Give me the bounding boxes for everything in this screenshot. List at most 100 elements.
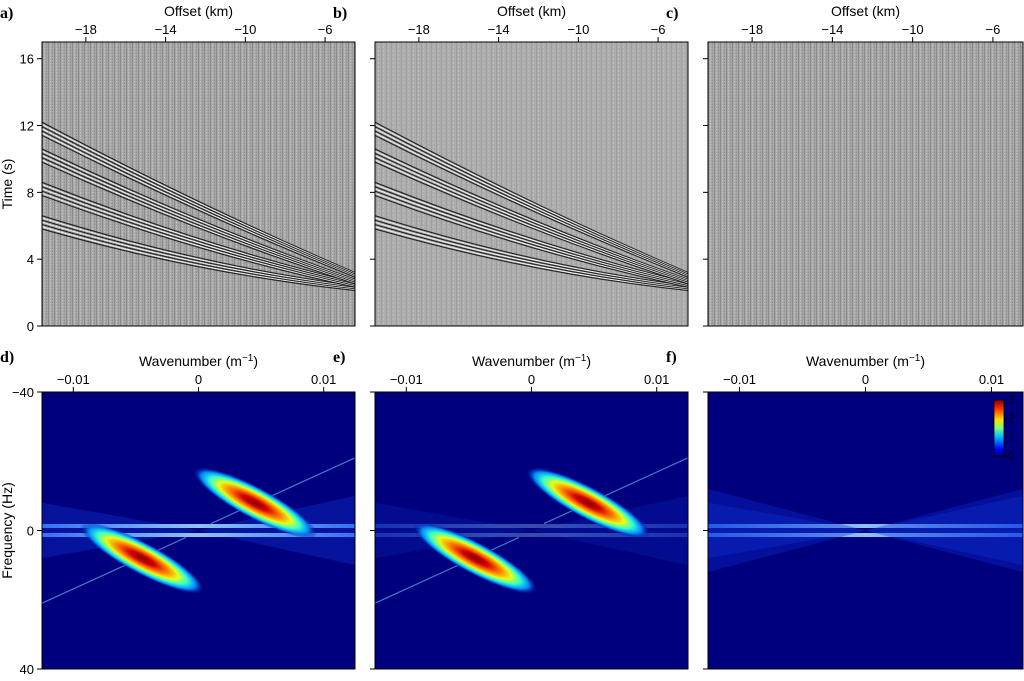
x-tick-label: −14 [821,22,843,37]
x-axis-title-exponent: −1 [242,353,254,364]
panel-letter: c) [666,5,678,22]
noise-fan [865,495,1023,566]
plot-frame [707,41,1024,327]
x-axis-title-exponent: −1 [575,353,587,364]
plot-frame [374,41,689,327]
x-tick-label: 0.01 [644,372,669,387]
colorbar: 0 1 2 3 [993,393,1015,463]
y-axis-title: Frequency (Hz) [0,482,15,578]
reflection-event [42,161,355,285]
reflection-event [375,126,688,275]
reflection-event [42,121,355,274]
x-tick-label: 0 [862,372,869,387]
reflection-event [42,152,355,282]
reflection-event [42,217,355,288]
plot-area [375,42,688,326]
reflection-event [42,128,355,276]
low-frequency-band [708,533,1023,538]
panel-letter: e) [333,349,345,366]
low-frequency-band [375,523,688,528]
y-tick-label: 8 [27,185,34,200]
colorbar-tick-label: 2 [1008,412,1015,426]
reflection-event [375,148,688,280]
colorbar-tick-label: 3 [1008,393,1015,407]
reflection-event [375,186,688,285]
panel-c: −18 −14 −10 −6 Offset (km) c) [666,3,1024,327]
low-frequency-band [42,523,355,528]
x-axis-title: Offset (km) [831,3,900,19]
reflection-event [42,132,355,277]
x-tick-label: −6 [985,22,1000,37]
signal-streak [375,536,520,604]
panel-letter: d) [0,349,14,366]
reflection-event [42,159,355,284]
reflection-event [42,150,355,281]
y-tick-label: 4 [27,252,34,267]
x-axis-title-end: ) [920,353,925,369]
reflection-event [375,215,688,287]
reflection-event [42,134,355,278]
reflection-event [375,128,688,276]
x-axis-title: Wavenumber (m−1) [806,353,925,370]
reflection-event [375,132,688,277]
x-tick-label: 0 [195,372,202,387]
x-tick-label: 0.01 [311,372,336,387]
reflection-event [375,152,688,282]
reflection-event [42,186,355,285]
reflection-event [42,194,355,288]
reflection-event [375,219,688,289]
x-axis-title: Offset (km) [164,3,233,19]
x-axis-title: Wavenumber (m−1) [472,353,591,370]
panel-letter: a) [0,5,13,22]
reflection-event [42,148,355,280]
x-axis-title-end: ) [586,353,591,369]
reflection-event [42,155,355,282]
reflection-event [42,219,355,289]
x-axis-title: Wavenumber (m−1) [139,353,258,370]
reflection-event [375,190,688,287]
plot-area [42,42,355,326]
reflection-event [42,184,355,284]
plot-area [375,392,688,669]
low-frequency-band [375,533,688,538]
panel-f: −0.01 0 0.01 Wavenumber (m−1) f) 0 1 2 3 [666,349,1024,670]
y-tick-label: 16 [20,52,34,67]
x-tick-label: −10 [234,22,256,37]
y-tick-label: 12 [20,119,34,134]
x-tick-label: −10 [902,22,924,37]
x-tick-label: −6 [318,22,333,37]
reflection-event [42,226,355,291]
reflection-event [42,221,355,289]
x-tick-label: −18 [741,22,763,37]
reflection-event [375,157,688,283]
reflection-event [375,150,688,281]
plot-area [708,42,1023,326]
removed-noise-fan [708,488,1023,573]
reflection-event [42,215,355,287]
reflection-event [42,188,355,286]
reflection-event [375,194,688,288]
x-tick-label: 0 [528,372,535,387]
reflection-event [42,228,355,292]
x-tick-label: −0.01 [57,372,90,387]
plot-area [42,392,355,669]
reflection-event [42,181,355,284]
x-tick-label: −0.01 [723,372,756,387]
x-tick-label: −6 [651,22,666,37]
signal-streak [543,457,688,525]
reflection-event [375,121,688,274]
y-axis-title: Time (s) [0,159,15,210]
reflection-event [375,159,688,284]
reflection-event [375,123,688,274]
reflection-event [42,130,355,277]
reflection-event [375,221,688,289]
y-tick-label: −40 [12,385,34,400]
y-tick-label: 40 [20,662,34,677]
x-tick-label: −14 [155,22,177,37]
colorbar-tick-label: 0 [1008,449,1015,463]
reflection-event [375,228,688,292]
reflection-event [42,190,355,287]
panel-letter: f) [666,349,677,366]
reflection-event [375,217,688,288]
energy-blob-negative [525,467,651,539]
